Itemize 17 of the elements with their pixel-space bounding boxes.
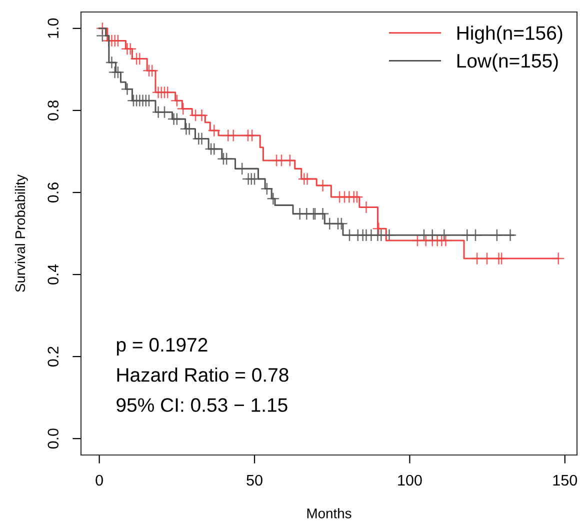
x-tick-label: 150 — [553, 474, 578, 486]
y-tick-label: 0.4 — [48, 264, 59, 285]
legend-label: Low(n=155) — [457, 53, 558, 72]
y-tick-label: 0.6 — [48, 182, 59, 203]
annotation: p = 0.1972 — [116, 338, 208, 356]
x-tick-label: 100 — [398, 474, 422, 486]
annotation: Hazard Ratio = 0.78 — [117, 368, 288, 382]
y-tick-label: 0.8 — [48, 100, 59, 120]
y-axis-title: Survival Probability — [14, 174, 28, 292]
y-tick-label: 0.2 — [48, 346, 59, 367]
annotation: 95% CI: 0.53 − 1.15 — [116, 398, 288, 412]
x-axis-title: Months — [307, 508, 352, 518]
y-tick-label: 1.0 — [48, 18, 59, 38]
y-tick-label: 0.0 — [48, 428, 59, 449]
x-tick-label: 50 — [246, 474, 262, 486]
x-tick-label: 0 — [96, 474, 103, 486]
legend-label: High(n=156) — [457, 26, 562, 44]
